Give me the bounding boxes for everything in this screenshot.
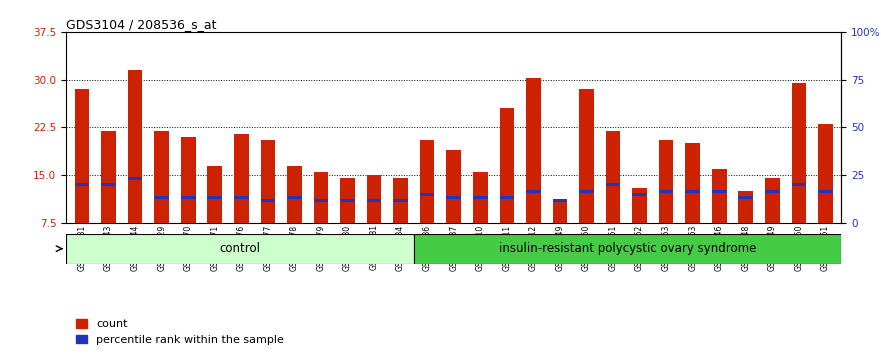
Bar [101, 131, 116, 223]
Bar [526, 78, 541, 223]
Bar [500, 108, 515, 223]
Text: control: control [219, 242, 261, 255]
Bar [765, 189, 780, 193]
Bar [366, 175, 381, 223]
Bar [75, 89, 89, 223]
Bar [181, 137, 196, 223]
Bar [791, 83, 806, 223]
Bar [314, 199, 329, 202]
Bar [181, 196, 196, 199]
Bar [66, 234, 413, 264]
Bar [101, 183, 116, 186]
Bar [552, 201, 567, 223]
Bar [447, 150, 461, 223]
Bar [393, 199, 408, 202]
Bar [606, 183, 620, 186]
Bar [579, 189, 594, 193]
Bar [207, 196, 222, 199]
Text: GDS3104 / 208536_s_at: GDS3104 / 208536_s_at [66, 18, 217, 31]
Bar [340, 178, 355, 223]
Bar [685, 143, 700, 223]
Bar [659, 189, 673, 193]
Bar [128, 70, 143, 223]
Bar [366, 199, 381, 202]
Bar [287, 166, 301, 223]
Bar [75, 183, 89, 186]
Bar [685, 189, 700, 193]
Legend: count, percentile rank within the sample: count, percentile rank within the sample [76, 319, 284, 345]
Bar [633, 188, 647, 223]
Bar [413, 234, 841, 264]
Bar [500, 196, 515, 199]
Bar [261, 199, 275, 202]
Bar [473, 196, 487, 199]
Text: insulin-resistant polycystic ovary syndrome: insulin-resistant polycystic ovary syndr… [499, 242, 756, 255]
Bar [287, 196, 301, 199]
Bar [633, 193, 647, 196]
Bar [420, 140, 434, 223]
Bar [712, 189, 727, 193]
Bar [765, 178, 780, 223]
Bar [818, 189, 833, 193]
Bar [791, 183, 806, 186]
Bar [234, 196, 248, 199]
Bar [128, 177, 143, 180]
Bar [818, 124, 833, 223]
Bar [473, 172, 487, 223]
Bar [314, 172, 329, 223]
Bar [154, 131, 169, 223]
Bar [234, 134, 248, 223]
Bar [579, 89, 594, 223]
Bar [738, 191, 753, 223]
Bar [393, 178, 408, 223]
Bar [340, 199, 355, 202]
Bar [420, 193, 434, 196]
Bar [659, 140, 673, 223]
Bar [154, 196, 169, 199]
Bar [207, 166, 222, 223]
Bar [606, 131, 620, 223]
Bar [526, 189, 541, 193]
Bar [261, 140, 275, 223]
Bar [738, 196, 753, 199]
Bar [447, 196, 461, 199]
Bar [712, 169, 727, 223]
Bar [552, 199, 567, 202]
